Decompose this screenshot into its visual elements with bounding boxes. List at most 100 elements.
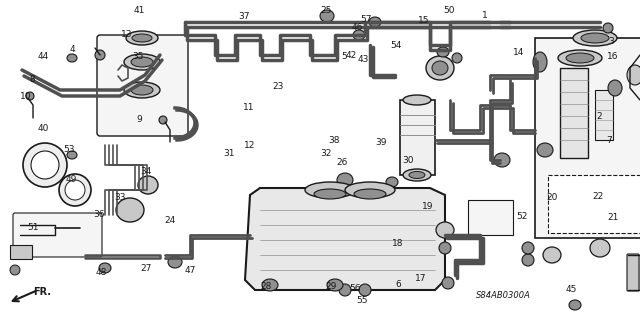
- Text: 41: 41: [134, 6, 145, 15]
- Ellipse shape: [132, 34, 152, 42]
- Text: 28: 28: [260, 282, 271, 291]
- Ellipse shape: [403, 169, 431, 181]
- Text: 32: 32: [321, 149, 332, 158]
- Ellipse shape: [353, 30, 365, 40]
- Text: 50: 50: [444, 6, 455, 15]
- Ellipse shape: [494, 153, 510, 167]
- Text: 5: 5: [342, 52, 347, 61]
- Text: 1: 1: [483, 11, 488, 20]
- Ellipse shape: [566, 53, 594, 63]
- Text: 52: 52: [516, 212, 527, 221]
- Text: 30: 30: [403, 156, 414, 165]
- Ellipse shape: [67, 54, 77, 62]
- Ellipse shape: [608, 80, 622, 96]
- Ellipse shape: [99, 263, 111, 273]
- Text: 9: 9: [137, 115, 142, 124]
- Text: 33: 33: [115, 193, 126, 202]
- Text: 16: 16: [607, 52, 619, 61]
- Circle shape: [65, 180, 85, 200]
- Ellipse shape: [124, 82, 160, 98]
- Text: 21: 21: [607, 213, 619, 222]
- Ellipse shape: [116, 198, 144, 222]
- Polygon shape: [245, 188, 445, 290]
- Text: 4: 4: [70, 45, 75, 54]
- Text: 6: 6: [396, 280, 401, 289]
- Circle shape: [339, 284, 351, 296]
- Text: 55: 55: [356, 296, 367, 305]
- Text: 47: 47: [185, 266, 196, 275]
- Text: 43: 43: [358, 56, 369, 64]
- Bar: [10, 245, 32, 259]
- Text: 23: 23: [273, 82, 284, 91]
- Bar: [400, 100, 435, 175]
- Text: 54: 54: [390, 41, 401, 50]
- Ellipse shape: [533, 52, 547, 72]
- Ellipse shape: [573, 30, 617, 46]
- Text: 18: 18: [392, 239, 404, 248]
- Text: 17: 17: [415, 274, 427, 283]
- Text: 38: 38: [328, 137, 340, 145]
- Text: S84AB0300A: S84AB0300A: [476, 291, 531, 300]
- Ellipse shape: [590, 239, 610, 257]
- Text: 42: 42: [345, 51, 356, 60]
- Text: 34: 34: [140, 167, 152, 176]
- Ellipse shape: [558, 50, 602, 66]
- Text: 24: 24: [164, 216, 175, 225]
- Text: 44: 44: [38, 52, 49, 61]
- Ellipse shape: [432, 61, 448, 75]
- Ellipse shape: [320, 10, 334, 22]
- Text: 51: 51: [28, 223, 39, 232]
- Text: 7: 7: [607, 136, 612, 145]
- Text: 46: 46: [351, 23, 363, 32]
- Text: 22: 22: [593, 192, 604, 201]
- Circle shape: [522, 242, 534, 254]
- Text: 49: 49: [66, 175, 77, 184]
- FancyBboxPatch shape: [97, 35, 188, 136]
- Ellipse shape: [337, 173, 353, 187]
- Ellipse shape: [403, 95, 431, 105]
- Ellipse shape: [627, 65, 640, 85]
- Text: 56: 56: [349, 284, 361, 293]
- Text: 36: 36: [93, 210, 105, 219]
- Ellipse shape: [262, 279, 278, 291]
- Text: 31: 31: [223, 149, 235, 158]
- Text: 25: 25: [321, 6, 332, 15]
- Text: 29: 29: [326, 282, 337, 291]
- Text: 26: 26: [337, 158, 348, 167]
- Ellipse shape: [345, 182, 395, 198]
- Ellipse shape: [126, 31, 158, 45]
- Ellipse shape: [426, 56, 454, 80]
- Ellipse shape: [305, 182, 355, 198]
- Ellipse shape: [436, 222, 454, 238]
- Text: 45: 45: [565, 285, 577, 294]
- Bar: [468, 200, 513, 235]
- Circle shape: [59, 174, 91, 206]
- Text: 20: 20: [546, 193, 557, 202]
- Circle shape: [26, 92, 34, 100]
- Bar: [595, 90, 613, 140]
- Ellipse shape: [168, 256, 182, 268]
- Ellipse shape: [409, 172, 425, 179]
- Text: 10: 10: [20, 92, 31, 101]
- Text: 13: 13: [121, 30, 132, 39]
- Circle shape: [442, 277, 454, 289]
- Circle shape: [439, 242, 451, 254]
- Circle shape: [31, 151, 59, 179]
- Ellipse shape: [124, 54, 160, 70]
- Circle shape: [23, 143, 67, 187]
- Text: 48: 48: [95, 268, 107, 277]
- Bar: [548, 175, 640, 233]
- Ellipse shape: [95, 50, 105, 60]
- Ellipse shape: [327, 279, 343, 291]
- Ellipse shape: [369, 17, 381, 27]
- Text: 2: 2: [596, 112, 602, 121]
- Circle shape: [159, 116, 167, 124]
- Text: 8: 8: [29, 75, 35, 84]
- Ellipse shape: [543, 247, 561, 263]
- Ellipse shape: [452, 53, 462, 63]
- Ellipse shape: [131, 85, 153, 95]
- Text: 37: 37: [239, 12, 250, 21]
- Text: 39: 39: [375, 138, 387, 147]
- Text: FR.: FR.: [33, 287, 51, 297]
- Text: 57: 57: [360, 15, 372, 24]
